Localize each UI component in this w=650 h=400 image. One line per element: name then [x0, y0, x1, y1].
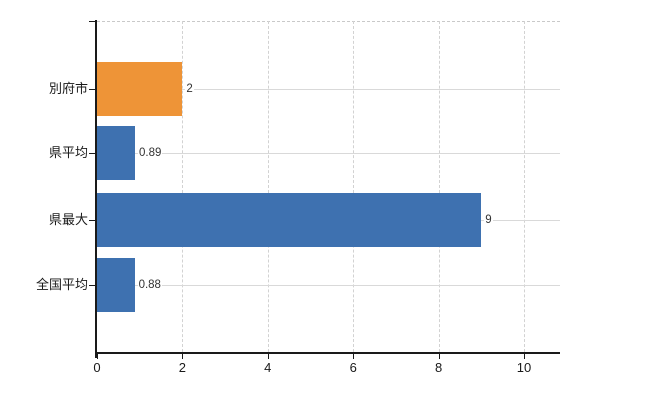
x-tick-label: 0	[93, 360, 101, 375]
category-label-prefecture-average: 県平均	[48, 145, 88, 160]
bar-beppu-city	[97, 62, 183, 116]
y-axis-line	[95, 20, 97, 358]
bar-value-label: 2	[185, 82, 194, 96]
x-axis-tick	[524, 354, 525, 359]
bar-prefecture-average	[97, 126, 135, 180]
category-label-beppu-city: 別府市	[48, 81, 88, 96]
y-axis-tick	[89, 220, 95, 221]
vertical-gridline	[267, 21, 269, 352]
x-tick-label: 8	[434, 360, 443, 375]
category-label-prefecture-max: 県最大	[48, 212, 88, 227]
y-axis-tick	[89, 89, 95, 90]
y-axis-tick	[89, 21, 95, 22]
bar-value-label: 0.89	[138, 146, 163, 160]
y-axis-tick	[89, 153, 95, 154]
bar-prefecture-max	[97, 193, 482, 247]
x-tick-label: 4	[264, 360, 272, 375]
x-tick-label: 6	[349, 360, 357, 375]
y-axis-tick	[89, 285, 95, 286]
plot-top-border	[97, 21, 560, 22]
x-tick-label: 10	[516, 360, 532, 375]
x-axis-tick	[438, 354, 440, 359]
x-tick-label: 2	[178, 360, 187, 375]
horizontal-gridline	[97, 89, 560, 90]
bar-national-average	[97, 258, 135, 312]
category-label-national-average: 全国平均	[35, 277, 88, 292]
x-axis-tick	[267, 354, 269, 359]
bar-value-label: 9	[484, 213, 493, 227]
x-axis-tick	[182, 354, 184, 359]
x-axis-tick	[353, 354, 355, 359]
horizontal-gridline	[97, 153, 560, 154]
vertical-gridline	[524, 21, 525, 352]
bar-value-label: 0.88	[137, 278, 162, 292]
vertical-gridline	[438, 21, 440, 352]
x-axis-tick	[97, 354, 98, 359]
vertical-gridline	[182, 21, 184, 352]
vertical-gridline	[353, 21, 355, 352]
x-axis-line	[95, 352, 560, 354]
horizontal-gridline	[97, 285, 560, 286]
